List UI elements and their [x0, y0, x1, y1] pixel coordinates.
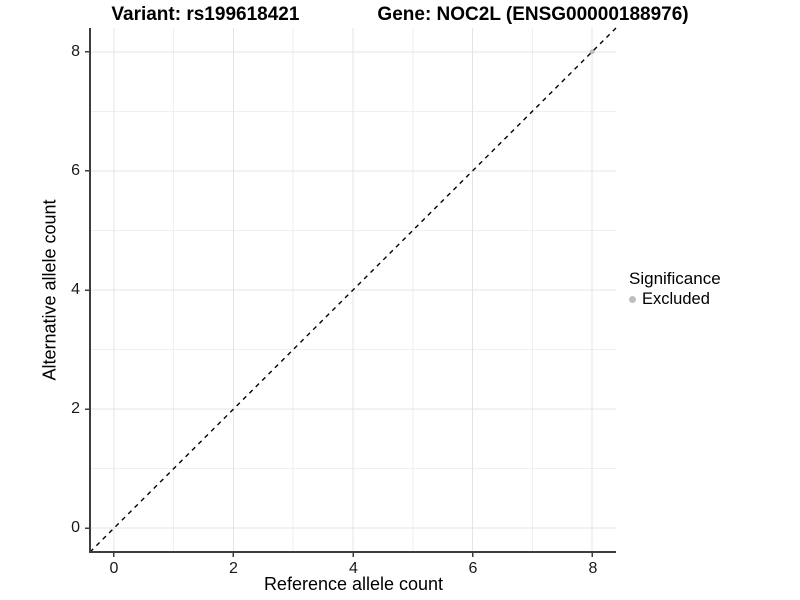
x-tick-label-6: 6 — [468, 560, 478, 577]
x-tick-label-4: 4 — [349, 560, 358, 577]
y-tick-label-0: 0 — [71, 519, 80, 536]
excluded-point-icon — [629, 295, 636, 303]
y-tick-label-6: 6 — [71, 162, 80, 179]
x-tick-label-8: 8 — [588, 560, 598, 577]
identity-reference-line — [89, 27, 617, 553]
data-point-excluded — [589, 49, 595, 55]
legend-item-label: Excluded — [642, 290, 710, 308]
legend: Significance Excluded — [629, 269, 721, 308]
plot-title-variant: Variant: rs199618421 — [111, 4, 300, 25]
y-tick-label-4: 4 — [71, 281, 80, 298]
plot-title-gene: Gene: NOC2L (ENSG00000188976) — [377, 4, 689, 25]
y-tick-label-8: 8 — [71, 43, 80, 60]
legend-item-excluded: Excluded — [629, 290, 721, 308]
y-tick-label-2: 2 — [71, 400, 80, 417]
x-tick-label-0: 0 — [109, 560, 119, 577]
plot-title: Variant: rs199618421 Gene: NOC2L (ENSG00… — [0, 4, 800, 26]
legend-title: Significance — [629, 269, 721, 288]
x-tick-label-2: 2 — [229, 560, 238, 577]
x-axis-title: Reference allele count — [263, 574, 444, 594]
